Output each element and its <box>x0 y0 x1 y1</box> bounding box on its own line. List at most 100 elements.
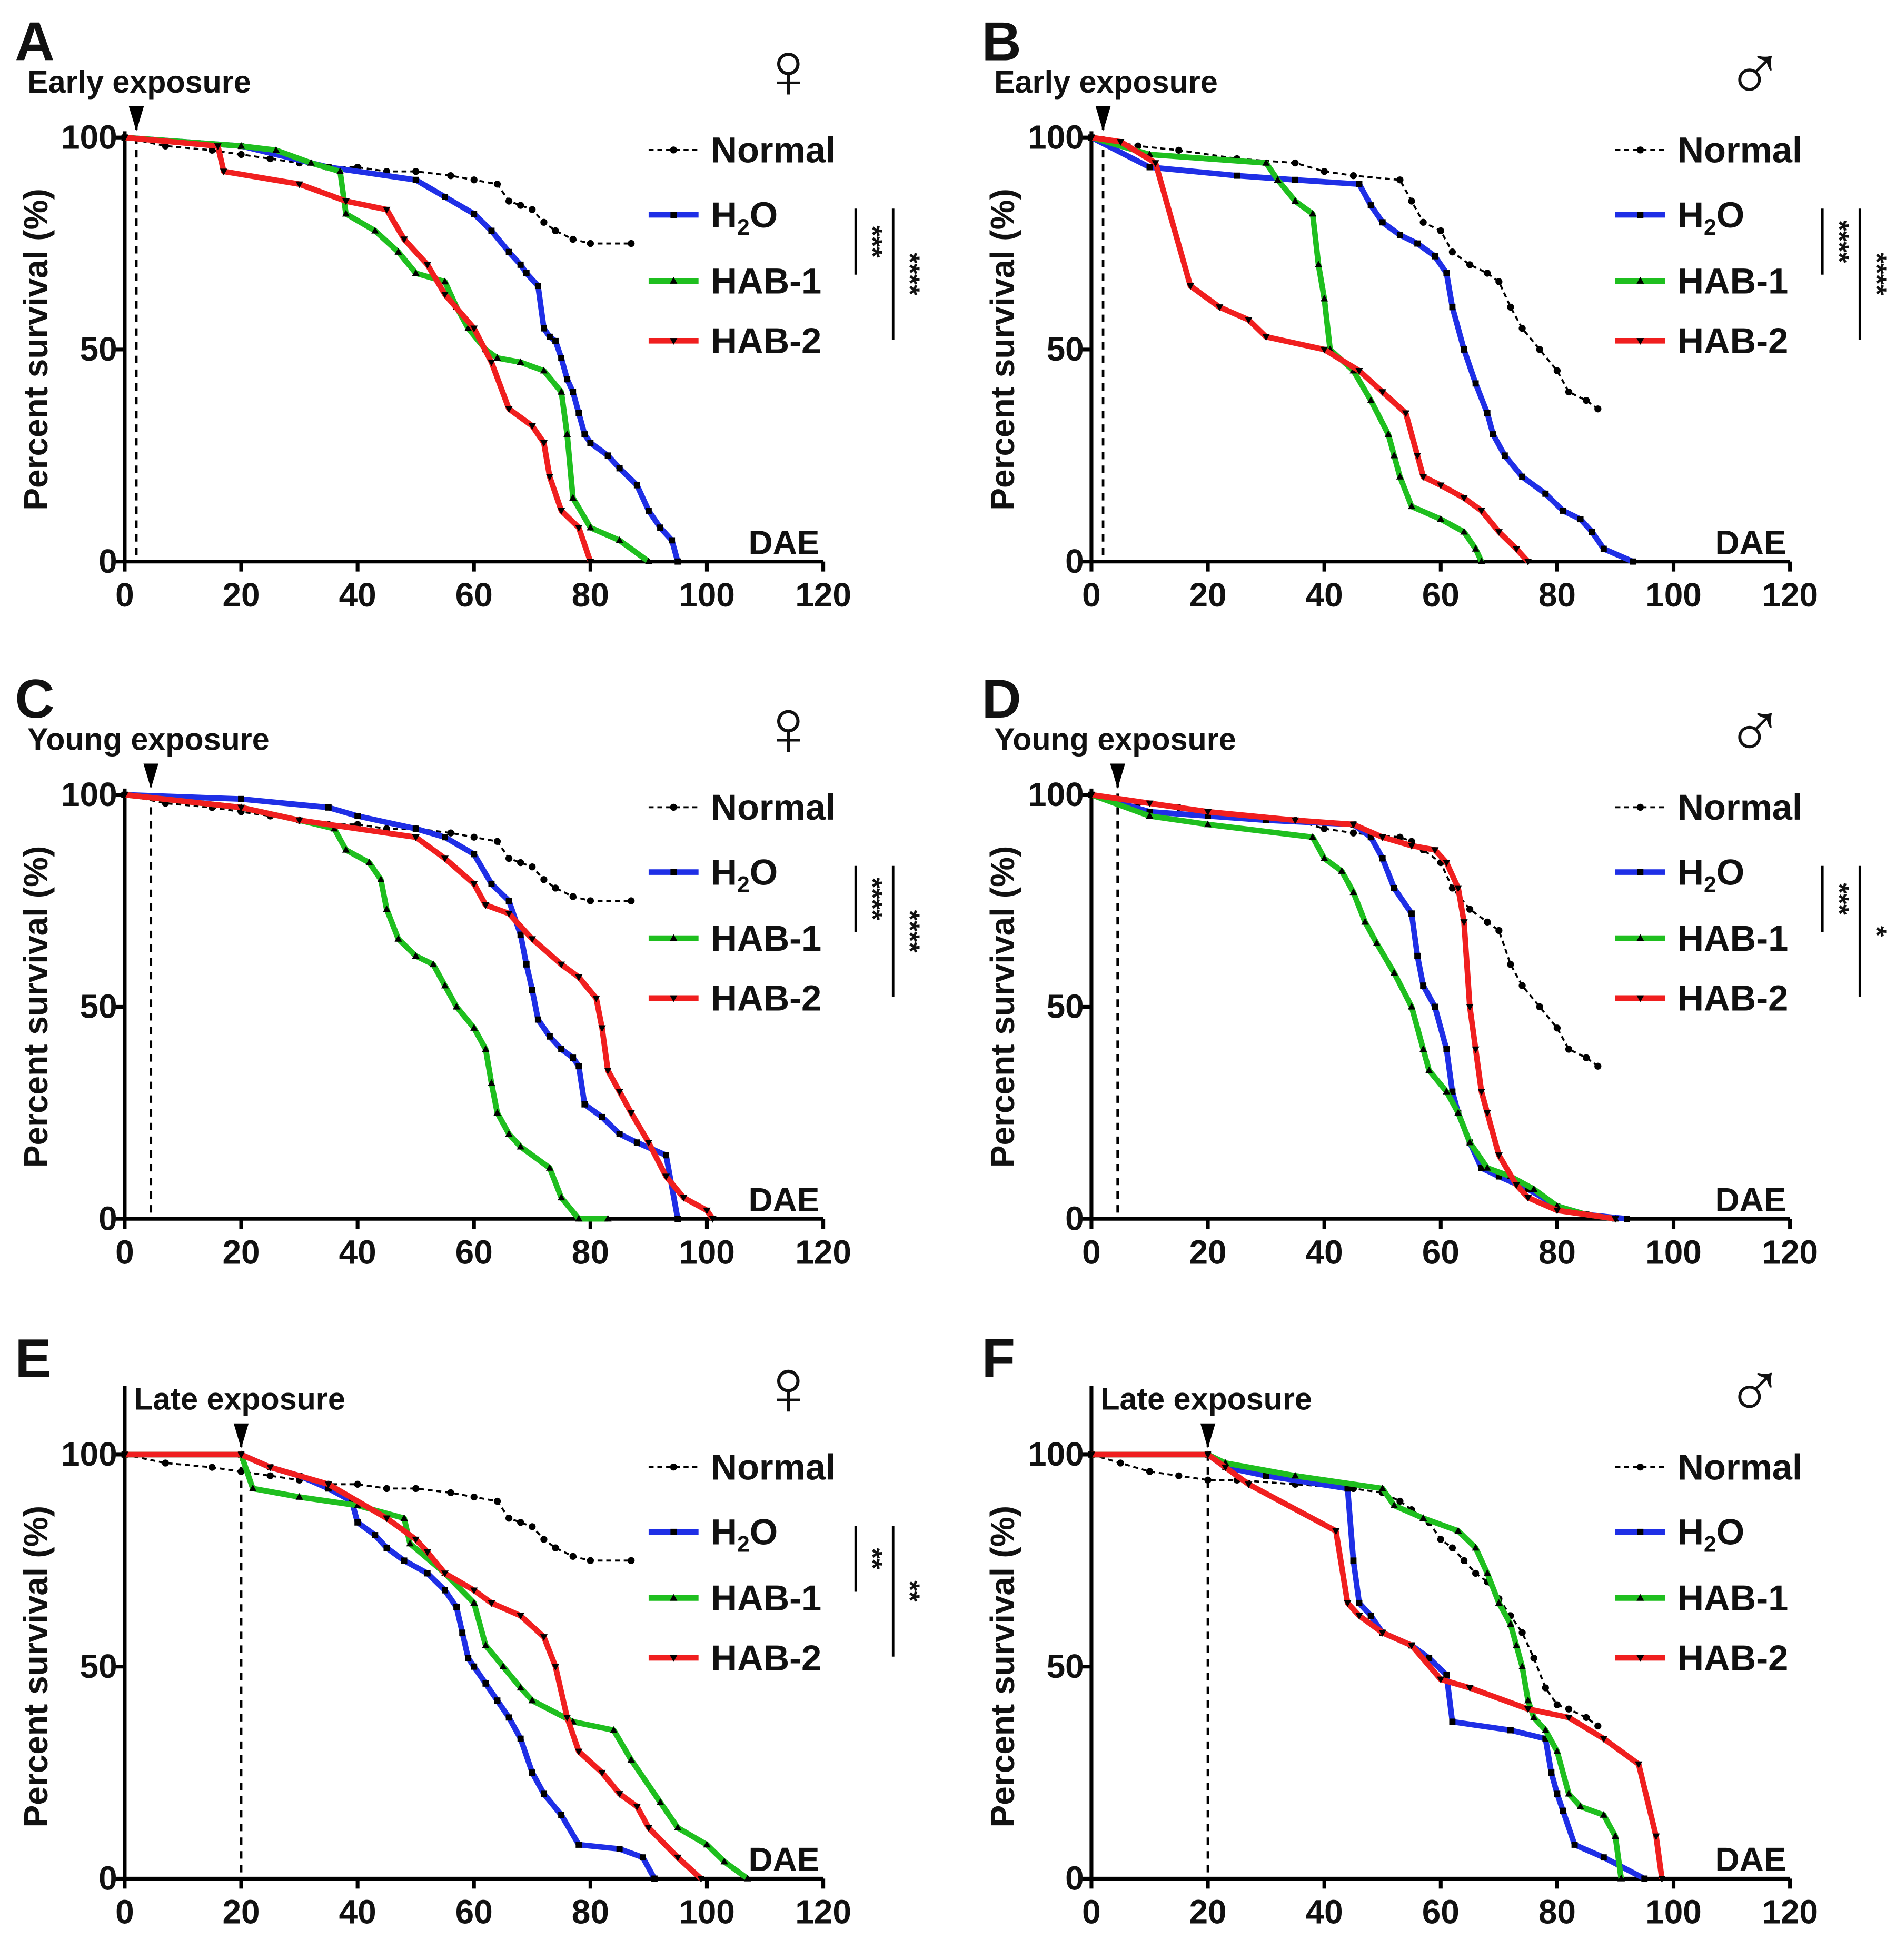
data-point <box>470 833 478 841</box>
data-point <box>412 952 420 959</box>
data-point <box>564 376 571 383</box>
data-point <box>616 1131 623 1138</box>
legend-label: HAB-1 <box>1677 261 1788 301</box>
data-point <box>1507 303 1514 311</box>
data-point <box>295 1493 303 1500</box>
data-point <box>1117 1459 1124 1467</box>
x-tick-label: 60 <box>455 1233 493 1271</box>
data-point <box>1087 1451 1096 1459</box>
data-point <box>493 838 501 845</box>
data-point <box>266 1472 274 1479</box>
x-tick-label: 20 <box>222 576 260 614</box>
data-point <box>616 1791 623 1798</box>
legend-label: H2O <box>1677 195 1744 240</box>
data-point <box>616 1846 623 1852</box>
data-point <box>505 1515 513 1522</box>
data-point <box>1355 367 1363 375</box>
data-point <box>1524 1696 1532 1704</box>
legend-marker <box>1637 1528 1644 1535</box>
data-point <box>616 465 623 472</box>
legend-label: Normal <box>1677 130 1802 171</box>
data-point <box>1460 919 1468 926</box>
data-point <box>557 1193 565 1201</box>
data-point <box>1263 817 1269 823</box>
data-point <box>470 1599 478 1606</box>
male-symbol: ♂ <box>1725 26 1785 115</box>
data-point <box>529 987 535 993</box>
data-point <box>1204 1476 1212 1484</box>
data-point <box>1315 261 1323 268</box>
significance-label: *** <box>857 226 887 258</box>
data-point <box>1495 529 1503 536</box>
series-hab-2 <box>1087 1451 1666 1883</box>
x-tick-label: 100 <box>679 576 735 614</box>
data-point <box>1583 1714 1590 1721</box>
data-point <box>628 897 635 904</box>
data-point <box>627 1756 635 1763</box>
data-point <box>1432 1003 1438 1010</box>
data-point <box>1466 261 1474 268</box>
legend-marker <box>1636 803 1644 811</box>
data-point <box>209 1464 216 1471</box>
x-axis-label: DAE <box>748 1181 819 1219</box>
data-point <box>1483 1163 1491 1171</box>
data-point <box>1262 334 1270 341</box>
x-tick-label: 20 <box>1189 1893 1226 1931</box>
data-point <box>547 333 553 340</box>
data-point <box>238 795 244 802</box>
significance-label: **** <box>1823 220 1854 263</box>
data-point <box>1274 176 1282 183</box>
data-point <box>1484 918 1491 926</box>
data-point <box>662 1173 670 1181</box>
x-tick-label: 100 <box>1645 576 1702 614</box>
exposure-label: Young exposure <box>994 721 1236 757</box>
data-point <box>517 358 524 365</box>
panel-letter: A <box>15 11 54 72</box>
data-point <box>633 1804 641 1811</box>
data-point <box>529 1523 536 1530</box>
series-normal <box>1088 134 1602 413</box>
y-tick-label: 100 <box>1028 118 1084 156</box>
data-point <box>1501 452 1508 459</box>
legend-marker <box>1636 1655 1644 1662</box>
data-point <box>1426 1655 1433 1661</box>
y-axis-label: Percent survival (%) <box>17 1506 55 1827</box>
data-point <box>1263 1473 1269 1479</box>
data-point <box>644 1139 653 1147</box>
data-point <box>1402 410 1410 417</box>
data-point <box>575 410 582 416</box>
data-point <box>1461 346 1467 353</box>
data-point <box>1594 1062 1602 1070</box>
data-point <box>1367 1613 1374 1619</box>
data-point <box>1419 474 1427 481</box>
data-point <box>517 1519 524 1526</box>
y-tick-label: 0 <box>98 1859 117 1897</box>
y-tick-label: 100 <box>1028 1435 1084 1473</box>
x-tick-label: 80 <box>572 576 609 614</box>
data-point <box>441 277 449 285</box>
data-point <box>1338 867 1346 874</box>
data-point <box>1448 1544 1456 1551</box>
data-point <box>237 804 245 812</box>
data-point <box>401 1557 408 1564</box>
series-normal <box>121 1451 635 1564</box>
data-point <box>1530 1185 1538 1192</box>
x-tick-label: 120 <box>795 1893 851 1931</box>
data-point <box>1204 809 1212 816</box>
data-point <box>1204 820 1212 828</box>
data-point <box>505 911 513 918</box>
x-tick-label: 60 <box>1422 1233 1460 1271</box>
data-point <box>1321 854 1328 861</box>
significance-label: *** <box>1823 883 1854 916</box>
data-point <box>703 1207 711 1215</box>
series-hab-2 <box>121 1451 705 1883</box>
data-point <box>1407 1643 1416 1649</box>
series-line <box>124 793 631 902</box>
data-point <box>1087 134 1096 142</box>
data-point <box>371 226 379 234</box>
data-point <box>342 198 350 205</box>
y-tick-label: 50 <box>80 330 117 368</box>
x-tick-label: 80 <box>1538 1893 1576 1931</box>
data-point <box>342 845 350 853</box>
data-point <box>1291 197 1299 204</box>
